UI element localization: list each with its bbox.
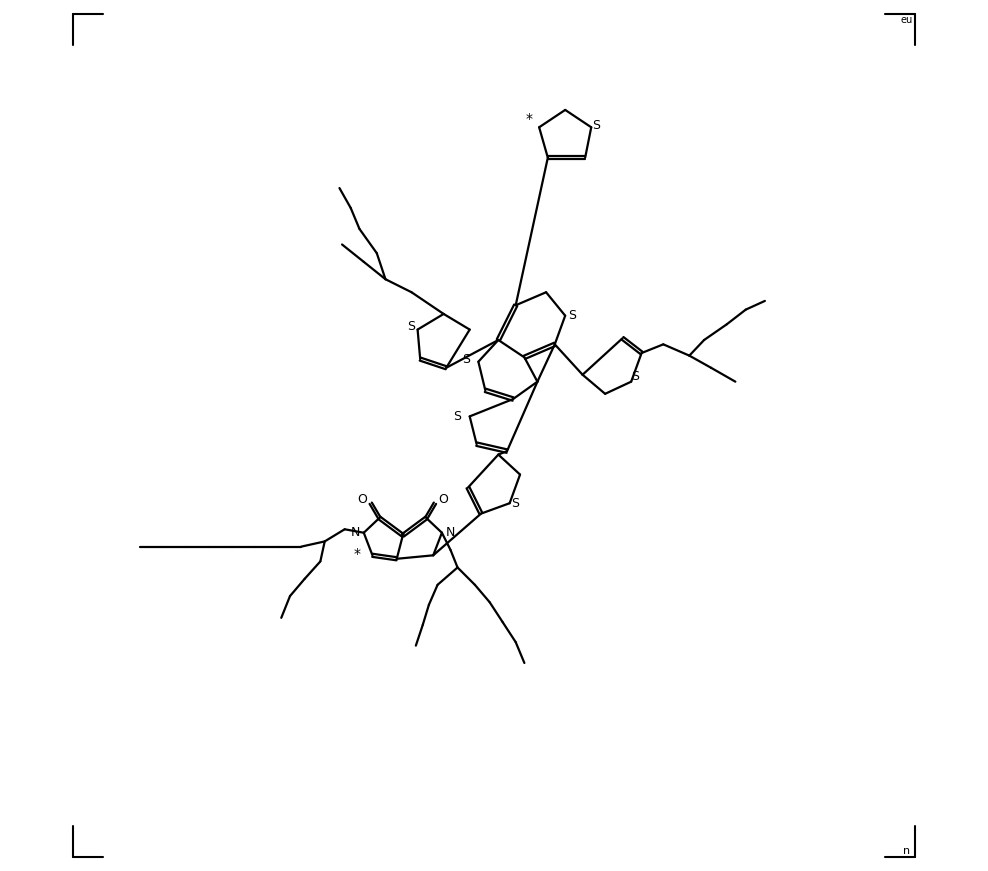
Text: eu: eu	[900, 16, 913, 25]
Text: S: S	[511, 496, 519, 510]
Text: S: S	[407, 320, 415, 333]
Text: N: N	[446, 526, 455, 539]
Text: S: S	[630, 370, 638, 383]
Text: S: S	[453, 410, 461, 423]
Text: *: *	[526, 111, 533, 125]
Text: O: O	[357, 493, 367, 506]
Text: S: S	[593, 119, 601, 132]
Text: N: N	[351, 526, 360, 539]
Text: *: *	[354, 547, 361, 561]
Text: O: O	[439, 493, 449, 506]
Text: S: S	[568, 309, 576, 322]
Text: S: S	[462, 354, 470, 367]
Text: n: n	[903, 846, 910, 855]
